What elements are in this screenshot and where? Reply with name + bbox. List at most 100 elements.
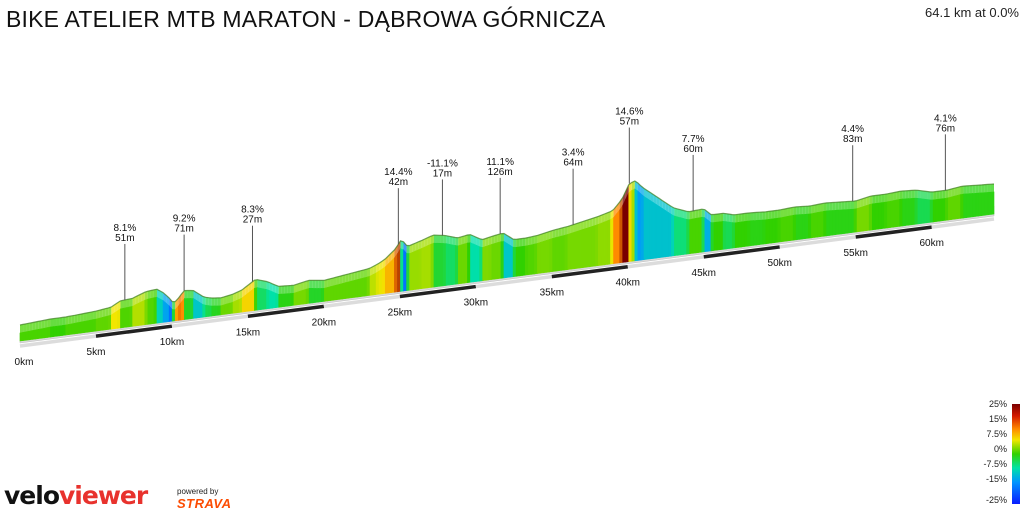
profile-slice xyxy=(610,217,614,265)
profile-slice-top xyxy=(296,283,301,293)
profile-slice-top xyxy=(254,279,258,289)
profile-slice-top xyxy=(750,212,754,221)
profile-slice xyxy=(387,260,392,294)
profile-slice-top xyxy=(327,278,331,288)
profile-slice-top xyxy=(32,322,36,331)
profile-slice xyxy=(792,214,797,241)
profile-slice-top xyxy=(415,241,419,252)
profile-slice-top xyxy=(659,198,663,209)
profile-slice xyxy=(257,287,261,311)
profile-slice-top xyxy=(756,212,760,221)
profile-slice xyxy=(893,199,897,228)
profile-slice-top xyxy=(811,205,815,214)
profile-slice xyxy=(226,302,231,315)
distance-summary: 64.1 km at 0.0% xyxy=(925,5,1019,20)
profile-slice-top xyxy=(826,202,830,211)
profile-slice xyxy=(442,243,447,287)
profile-slice-top xyxy=(211,297,215,307)
profile-slice xyxy=(138,301,143,326)
climb-length-label: 57m xyxy=(620,117,639,128)
profile-slice-top xyxy=(397,240,401,254)
profile-slice xyxy=(722,220,727,250)
profile-slice xyxy=(314,288,319,303)
profile-slice-top xyxy=(373,264,377,275)
profile-slice-top xyxy=(202,296,206,306)
profile-slice xyxy=(86,319,91,333)
profile-slice xyxy=(454,245,459,285)
veloviewer-logo[interactable]: veloviewer xyxy=(4,481,148,510)
axis-tick-label: 35km xyxy=(540,288,564,299)
profile-slice-top xyxy=(123,299,127,309)
profile-slice xyxy=(555,236,560,272)
profile-slice xyxy=(594,223,599,267)
profile-slice xyxy=(281,293,286,308)
profile-slice xyxy=(473,243,477,283)
profile-slice-top xyxy=(412,243,416,253)
profile-slice xyxy=(786,215,791,242)
profile-slice xyxy=(135,302,140,327)
profile-slice-top xyxy=(436,235,441,244)
profile-slice xyxy=(884,201,888,229)
profile-slice-top xyxy=(394,245,398,258)
elevation-profile-chart: 0km 5km 10km 15km 20km 25km 30km 35km 40km 45km 50… xyxy=(15,107,995,368)
profile-slice-top xyxy=(339,275,343,285)
profile-slice xyxy=(789,214,794,241)
profile-slice xyxy=(847,209,852,234)
profile-slice xyxy=(954,194,958,220)
profile-slice-top xyxy=(281,285,285,295)
profile-slice-top xyxy=(917,190,921,199)
profile-slice xyxy=(503,240,508,279)
profile-slice-top xyxy=(966,185,970,194)
profile-slice xyxy=(698,216,703,253)
profile-slice xyxy=(908,198,913,226)
profile-slice-top xyxy=(963,185,967,195)
profile-slice xyxy=(293,291,298,306)
profile-slice xyxy=(640,193,645,261)
profile-slice xyxy=(214,305,219,316)
profile-slice xyxy=(896,199,900,228)
profile-slice-top xyxy=(467,234,471,244)
profile-slice-top xyxy=(44,319,48,329)
profile-slice-top xyxy=(793,206,797,216)
profile-slice-top xyxy=(875,195,879,204)
profile-slice-top xyxy=(117,300,121,311)
profile-slice-top xyxy=(74,314,78,324)
profile-slice-top xyxy=(552,229,556,239)
profile-slice-top xyxy=(132,296,136,307)
profile-slice xyxy=(470,242,474,283)
profile-slice xyxy=(701,216,706,253)
profile-slice xyxy=(244,292,249,312)
profile-slice-top xyxy=(20,324,24,333)
profile-slice xyxy=(661,207,666,258)
profile-slice-top xyxy=(939,190,943,200)
profile-slice-top xyxy=(86,312,91,321)
profile-slice xyxy=(914,197,919,225)
profile-slice xyxy=(664,209,669,258)
profile-slice xyxy=(378,268,383,295)
axis-tick-label: 25km xyxy=(388,307,412,318)
profile-slice-top xyxy=(957,186,961,196)
profile-slice xyxy=(649,199,654,260)
profile-slice xyxy=(591,224,596,267)
profile-slice xyxy=(741,221,745,248)
strava-logo[interactable]: STRAVA xyxy=(177,496,232,511)
profile-slice-top xyxy=(744,213,748,222)
profile-slice xyxy=(56,325,60,337)
legend-tick: -15% xyxy=(985,474,1007,484)
profile-slice xyxy=(944,197,949,221)
profile-slice xyxy=(582,227,587,268)
profile-slice xyxy=(646,197,651,260)
axis-segment xyxy=(247,304,325,319)
profile-slice-top xyxy=(814,204,818,214)
profile-slice xyxy=(549,238,553,273)
profile-slice xyxy=(348,280,353,299)
profile-slice-top xyxy=(625,184,629,200)
profile-slice-top xyxy=(930,191,934,200)
profile-slice xyxy=(771,218,776,244)
profile-slice xyxy=(637,190,642,261)
profile-slice xyxy=(126,306,130,328)
profile-slice xyxy=(561,234,566,271)
profile-slice-top xyxy=(643,188,648,199)
profile-slice xyxy=(41,327,45,339)
profile-slice xyxy=(531,243,535,275)
